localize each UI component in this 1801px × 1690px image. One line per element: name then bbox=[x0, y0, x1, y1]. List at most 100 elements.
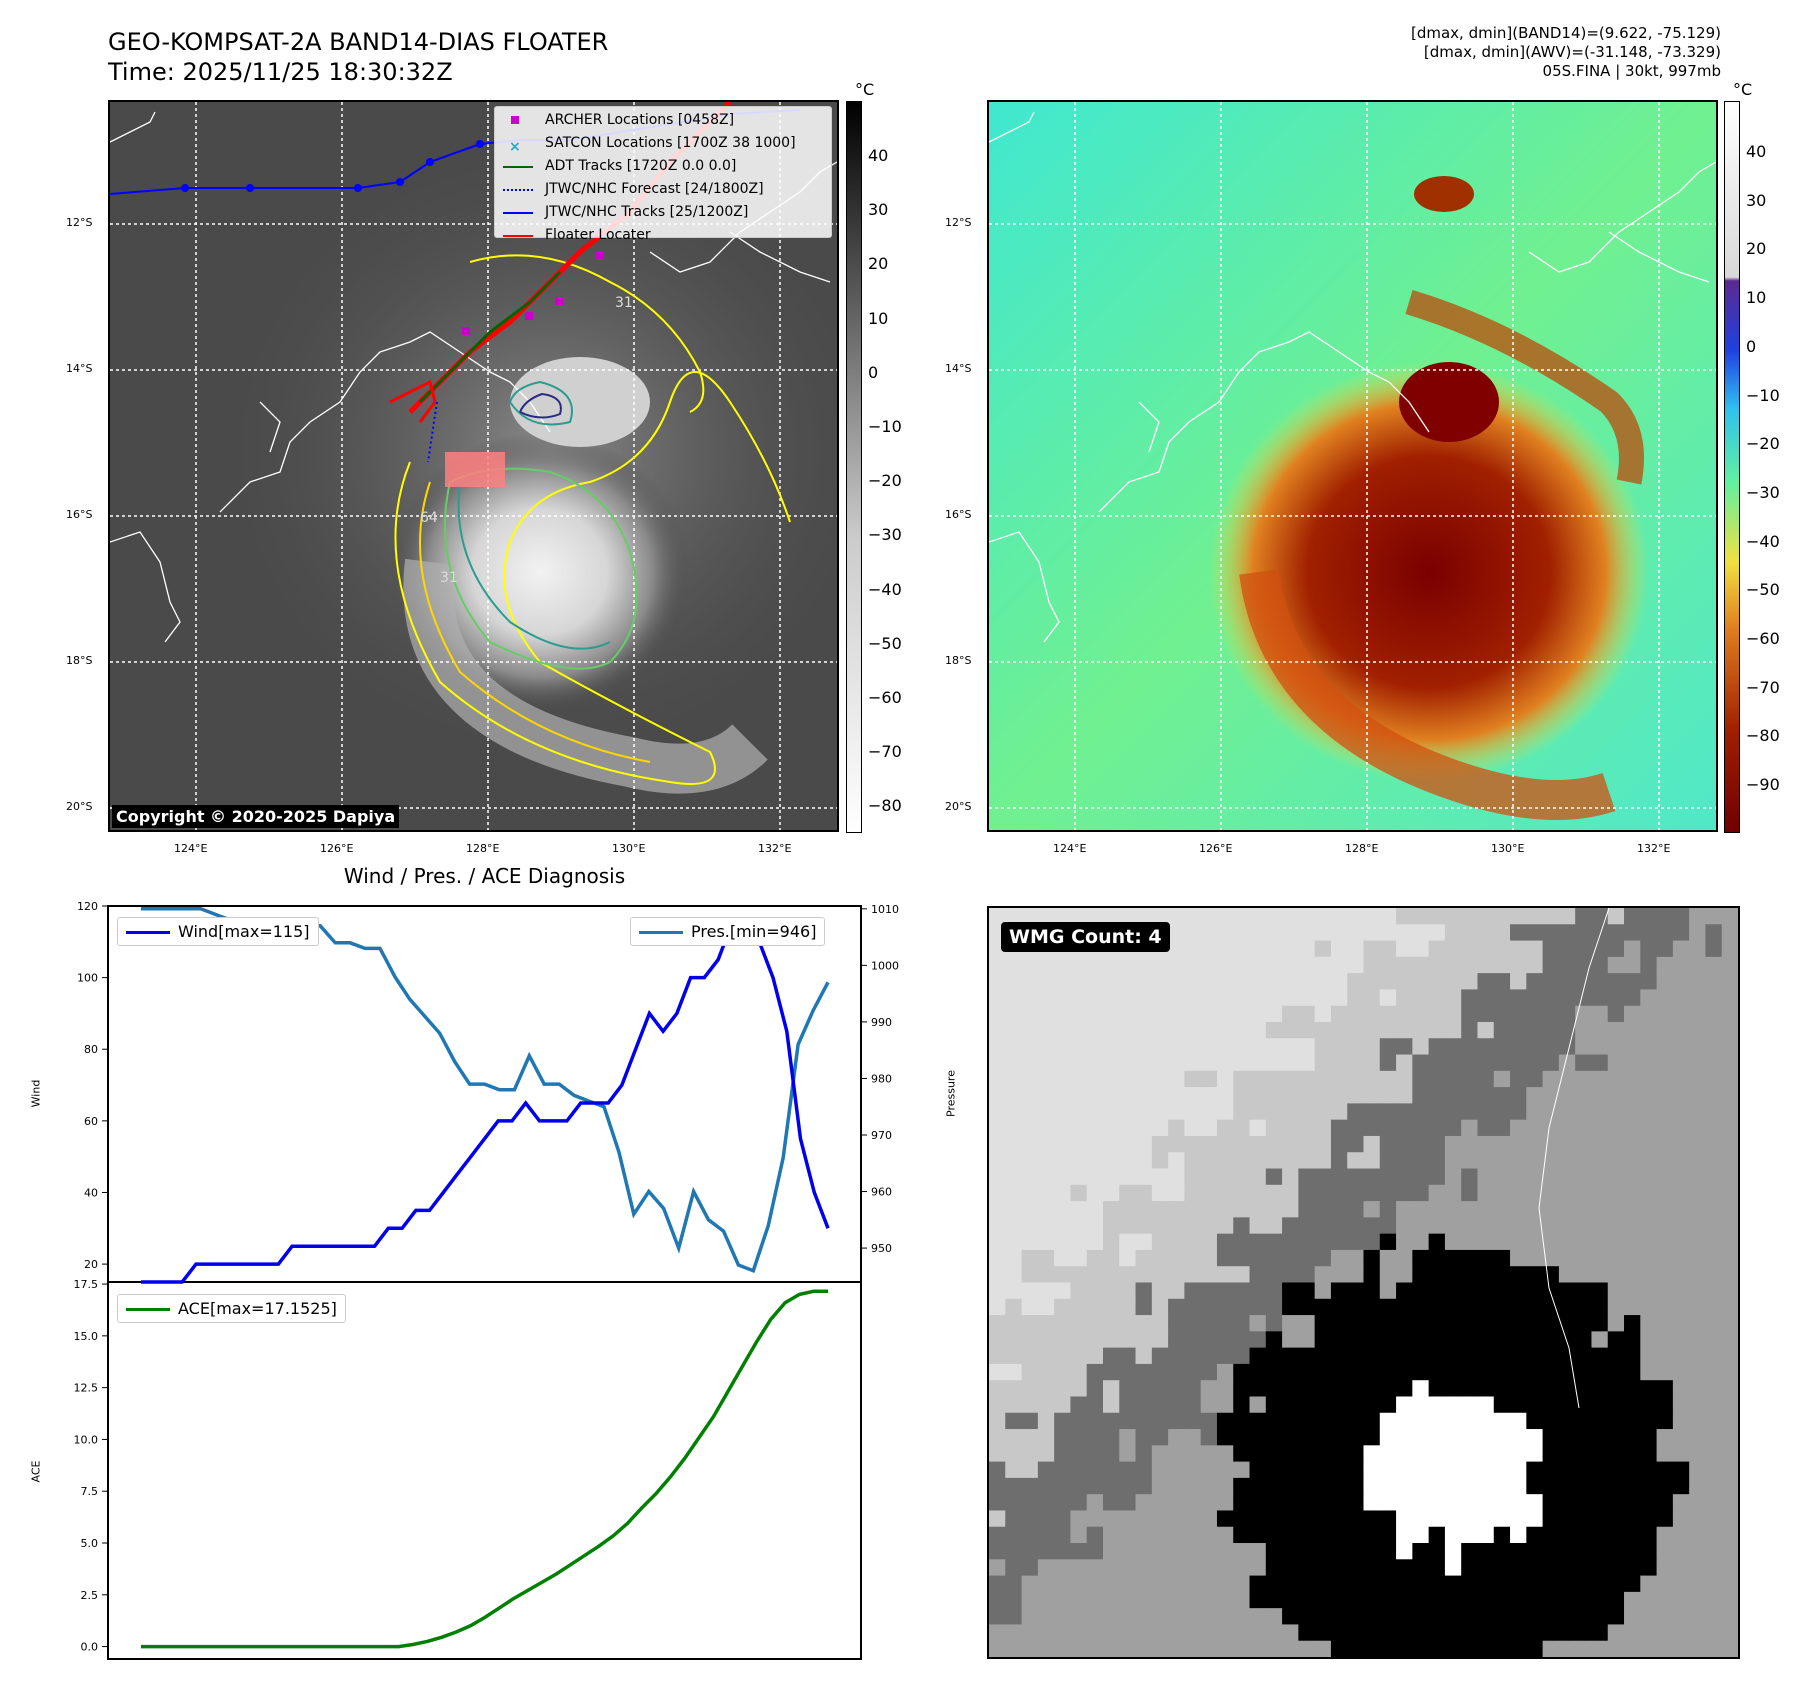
wmg-cell bbox=[1477, 1445, 1495, 1463]
wmg-cell bbox=[1412, 940, 1430, 958]
ir-colorbar-tick: −40 bbox=[868, 579, 902, 599]
wmg-cell bbox=[1428, 956, 1446, 974]
wmg-cell bbox=[1168, 1429, 1185, 1446]
wmg-cell bbox=[1640, 1249, 1658, 1267]
wmg-cell bbox=[1102, 1184, 1120, 1202]
wmg-cell bbox=[1510, 1201, 1527, 1218]
wmg-cell bbox=[1119, 1038, 1137, 1056]
wmg-cell bbox=[1282, 1184, 1299, 1202]
wmg-cell bbox=[1542, 1005, 1560, 1023]
wmg-cell bbox=[1005, 1608, 1023, 1625]
wmg-cell bbox=[1689, 1461, 1706, 1479]
wmg-cell bbox=[989, 1103, 1006, 1121]
wmg-cell bbox=[1298, 1038, 1316, 1056]
wmg-cell bbox=[1689, 1152, 1706, 1170]
wmg-cell bbox=[1640, 1380, 1658, 1397]
wmg-cell bbox=[1249, 1298, 1267, 1316]
wmg-cell bbox=[1428, 1494, 1446, 1511]
wmg-cell bbox=[1526, 1233, 1544, 1251]
wmg-cell bbox=[1119, 1266, 1137, 1283]
wmg-cell bbox=[1037, 1282, 1055, 1300]
wmg-cell bbox=[1558, 956, 1576, 974]
wmg-cell bbox=[1086, 1021, 1104, 1039]
wmg-cell bbox=[1542, 1152, 1560, 1170]
wmg-cell bbox=[1412, 1233, 1430, 1251]
wmg-cell bbox=[1461, 908, 1478, 925]
wmg-cell bbox=[1249, 908, 1267, 925]
wmg-cell bbox=[1005, 1347, 1023, 1365]
wmg-cell bbox=[1151, 1575, 1169, 1593]
wmg-cell bbox=[1021, 1070, 1039, 1088]
wmg-cell bbox=[1102, 1396, 1120, 1414]
wmg-cell bbox=[1672, 1119, 1690, 1137]
wmg-cell bbox=[1558, 1233, 1576, 1251]
wmg-cell bbox=[1575, 1624, 1592, 1642]
wmg-cell bbox=[1037, 1526, 1055, 1544]
wmg-cell bbox=[1363, 1233, 1381, 1251]
wmg-cell bbox=[1493, 1640, 1511, 1657]
wmg-cell bbox=[1200, 1282, 1218, 1300]
wmg-cell bbox=[1216, 924, 1234, 942]
wmg-cell bbox=[1021, 956, 1039, 974]
wmg-cell bbox=[1396, 1315, 1413, 1332]
wmg-cell bbox=[1151, 1119, 1169, 1137]
wmg-cell bbox=[1330, 956, 1348, 974]
wmg-cell bbox=[1265, 1087, 1283, 1104]
wmg-cell bbox=[1477, 1135, 1495, 1153]
wmg-cell bbox=[1265, 1526, 1283, 1544]
wmg-cell bbox=[1640, 1054, 1658, 1072]
wmg-cell bbox=[1526, 940, 1544, 958]
wmg-cell bbox=[1624, 1429, 1641, 1446]
wmg-cell bbox=[1233, 1103, 1251, 1121]
wmg-cell bbox=[1086, 1591, 1104, 1609]
wmg-cell bbox=[1184, 1396, 1202, 1414]
ir-colorbar-tick: 30 bbox=[868, 200, 889, 220]
wmg-cell bbox=[1624, 1038, 1641, 1056]
wmg-cell bbox=[1037, 1249, 1055, 1267]
wmg-cell bbox=[1151, 1608, 1169, 1625]
wmg-cell bbox=[1265, 1640, 1283, 1657]
wmg-cell bbox=[1461, 1119, 1478, 1137]
wmg-cell bbox=[1102, 1135, 1120, 1153]
wmg-cell bbox=[1444, 1119, 1462, 1137]
wmg-cell bbox=[1607, 924, 1625, 942]
wmg-cell bbox=[1249, 1070, 1267, 1088]
wmg-cell bbox=[1233, 1396, 1251, 1414]
wmg-cell bbox=[1168, 1640, 1185, 1657]
wmg-cell bbox=[1314, 1070, 1332, 1088]
wmg-cell bbox=[1721, 1103, 1738, 1121]
wmg-cell bbox=[1151, 1087, 1169, 1104]
wmg-cell bbox=[1428, 1315, 1446, 1332]
wmg-cell bbox=[1591, 1103, 1609, 1121]
wmg-cell bbox=[1477, 989, 1495, 1007]
wmg-cell bbox=[1705, 1184, 1723, 1202]
wmg-cell bbox=[1656, 1575, 1674, 1593]
wmg-cell bbox=[989, 973, 1006, 990]
lon-tick-label: 130°E bbox=[1491, 842, 1525, 855]
wmg-cell bbox=[989, 1201, 1006, 1218]
wmg-cell bbox=[1086, 1331, 1104, 1349]
wmg-cell bbox=[1656, 1038, 1674, 1056]
wmg-cell bbox=[1444, 1510, 1462, 1528]
wmg-cell bbox=[1086, 1054, 1104, 1072]
pressure-tick-label: 960 bbox=[871, 1186, 892, 1199]
wmg-cell bbox=[1119, 1608, 1137, 1625]
wmg-cell bbox=[1037, 1135, 1055, 1153]
wmg-cell bbox=[1168, 1152, 1185, 1170]
wmg-cell bbox=[1037, 1510, 1055, 1528]
wmg-cell bbox=[1526, 1038, 1544, 1056]
wmg-cell bbox=[1444, 1608, 1462, 1625]
wmg-cell bbox=[1689, 1266, 1706, 1283]
wmg-cell bbox=[1575, 1266, 1592, 1283]
wmg-cell bbox=[1119, 1217, 1137, 1235]
wmg-cell bbox=[1184, 1217, 1202, 1235]
wmg-cell bbox=[1412, 1347, 1430, 1365]
pressure-axis-label: Pressure bbox=[944, 1070, 958, 1117]
wmg-cell bbox=[1135, 1510, 1153, 1528]
wmg-cell bbox=[1396, 940, 1413, 958]
wmg-cell bbox=[1672, 1363, 1690, 1381]
wmg-cell bbox=[1070, 1315, 1088, 1332]
wmg-cell bbox=[1005, 1021, 1023, 1039]
wmg-cell bbox=[1705, 1135, 1723, 1153]
wmg-cell bbox=[1444, 1070, 1462, 1088]
